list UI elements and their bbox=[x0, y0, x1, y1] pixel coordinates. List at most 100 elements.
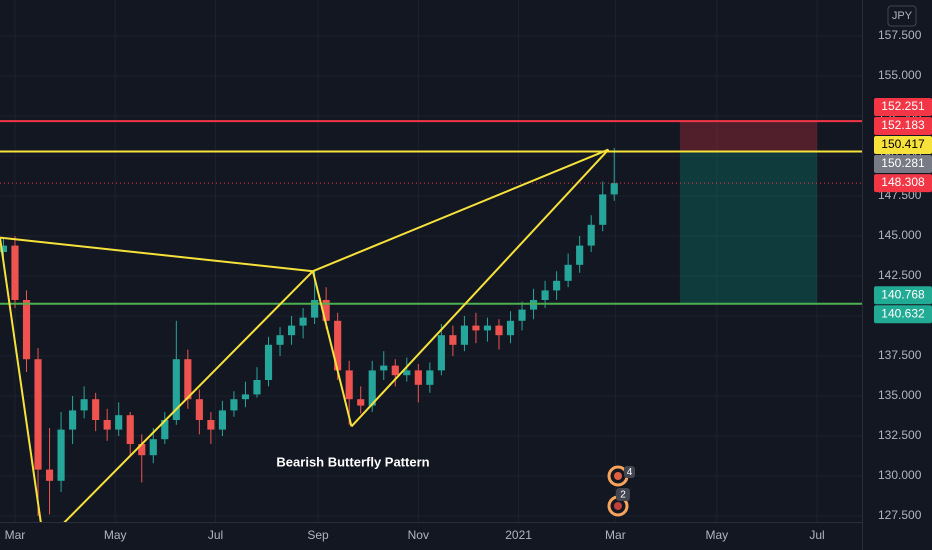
event-icon bbox=[614, 472, 622, 480]
y-tick-label: 142.500 bbox=[878, 268, 922, 282]
candle-body bbox=[11, 245, 19, 300]
candle-body bbox=[195, 399, 203, 420]
candle-body bbox=[437, 335, 445, 371]
candle-body bbox=[103, 420, 111, 430]
candle-body bbox=[334, 320, 342, 371]
candle-body bbox=[184, 359, 192, 400]
price-label: 150.281 bbox=[881, 156, 925, 170]
candle-body bbox=[449, 335, 457, 345]
price-label-box bbox=[874, 154, 932, 173]
candle-body bbox=[230, 399, 238, 411]
candle-body bbox=[299, 317, 307, 326]
candle-body bbox=[403, 370, 411, 376]
badge bbox=[616, 488, 630, 501]
candle-body bbox=[357, 399, 365, 406]
candle-body bbox=[172, 359, 180, 420]
grid bbox=[0, 0, 862, 522]
price-label-box bbox=[874, 135, 932, 154]
candle-body bbox=[529, 300, 538, 310]
candle-body bbox=[0, 245, 8, 252]
candle-body bbox=[115, 415, 123, 430]
price-label-box bbox=[874, 174, 932, 193]
y-tick-label: 157.500 bbox=[878, 28, 922, 42]
candle-body bbox=[610, 183, 618, 195]
x-tick-label: Sep bbox=[307, 528, 329, 542]
badge-count: 4 bbox=[627, 467, 633, 478]
y-tick-label: 132.500 bbox=[878, 428, 922, 442]
pattern-leg bbox=[0, 236, 313, 273]
candle-body bbox=[483, 325, 492, 331]
candle-body bbox=[391, 365, 399, 376]
candles bbox=[0, 148, 618, 516]
candle-body bbox=[69, 410, 77, 430]
badge-count: 2 bbox=[620, 490, 626, 501]
price-label-box bbox=[874, 116, 932, 135]
candle-body bbox=[472, 325, 480, 331]
candle-body bbox=[149, 439, 157, 456]
annotation: Bearish Butterfly Pattern bbox=[276, 454, 429, 469]
candle-body bbox=[138, 444, 146, 456]
pattern-leg bbox=[350, 148, 610, 428]
event-icon bbox=[614, 502, 622, 510]
pattern bbox=[0, 148, 610, 522]
badge bbox=[624, 466, 635, 478]
candle-body bbox=[322, 300, 330, 321]
event-badges: 4 2 bbox=[607, 465, 635, 517]
candle-body bbox=[426, 370, 434, 385]
candle-body bbox=[380, 365, 388, 371]
x-tick-label: May bbox=[705, 528, 728, 542]
price-label: 140.768 bbox=[881, 287, 925, 301]
y-tick-label: 145.000 bbox=[878, 228, 922, 242]
candle-body bbox=[241, 394, 250, 400]
candle-body bbox=[80, 399, 88, 411]
x-tick-label: May bbox=[104, 528, 127, 542]
price-label: 152.251 bbox=[881, 99, 925, 113]
candle-body bbox=[57, 429, 65, 481]
axes: 127.500130.000132.500135.000137.500140.0… bbox=[5, 28, 932, 542]
candle-body bbox=[599, 194, 607, 225]
x-tick-label: 2021 bbox=[505, 528, 532, 542]
candle-body bbox=[287, 325, 296, 336]
candle-body bbox=[414, 370, 422, 385]
price-label: 148.308 bbox=[881, 175, 925, 189]
price-label-box bbox=[874, 305, 932, 324]
currency: JPY bbox=[892, 10, 913, 22]
x-tick-label: Nov bbox=[408, 528, 429, 542]
price-label-box bbox=[874, 97, 932, 116]
candle-body bbox=[22, 300, 31, 360]
candle-body bbox=[506, 320, 515, 336]
candle-body bbox=[92, 399, 100, 420]
candle-body bbox=[253, 380, 261, 395]
candle-body bbox=[264, 344, 273, 380]
stop-zone bbox=[679, 121, 818, 152]
candle-body bbox=[207, 420, 215, 430]
price-label: 152.183 bbox=[881, 118, 925, 132]
candle-body bbox=[218, 410, 226, 430]
x-tick-label: Mar bbox=[605, 528, 626, 542]
candle-body bbox=[553, 280, 561, 291]
pattern-leg bbox=[63, 270, 314, 522]
candle-body bbox=[587, 224, 595, 246]
pattern-leg bbox=[311, 270, 353, 427]
candle-body bbox=[276, 335, 284, 345]
pattern-leg bbox=[0, 237, 42, 522]
y-tick-label: 137.500 bbox=[878, 348, 922, 362]
y-tick-label: 127.500 bbox=[878, 508, 922, 522]
target-zone bbox=[679, 151, 818, 304]
position-zones bbox=[679, 121, 818, 304]
price-label-box bbox=[874, 286, 932, 305]
candle-body bbox=[564, 264, 572, 281]
y-tick-label: 135.000 bbox=[878, 388, 922, 402]
x-tick-label: Mar bbox=[5, 528, 26, 542]
candle-body bbox=[460, 325, 468, 345]
candle-body bbox=[126, 415, 134, 444]
pattern-leg bbox=[312, 148, 609, 273]
candle-body bbox=[311, 300, 319, 318]
y-tick-label: 155.000 bbox=[878, 68, 922, 82]
levels bbox=[0, 120, 862, 305]
candle-body bbox=[518, 309, 526, 321]
x-tick-label: Jul bbox=[809, 528, 824, 542]
candle-body bbox=[495, 325, 503, 336]
